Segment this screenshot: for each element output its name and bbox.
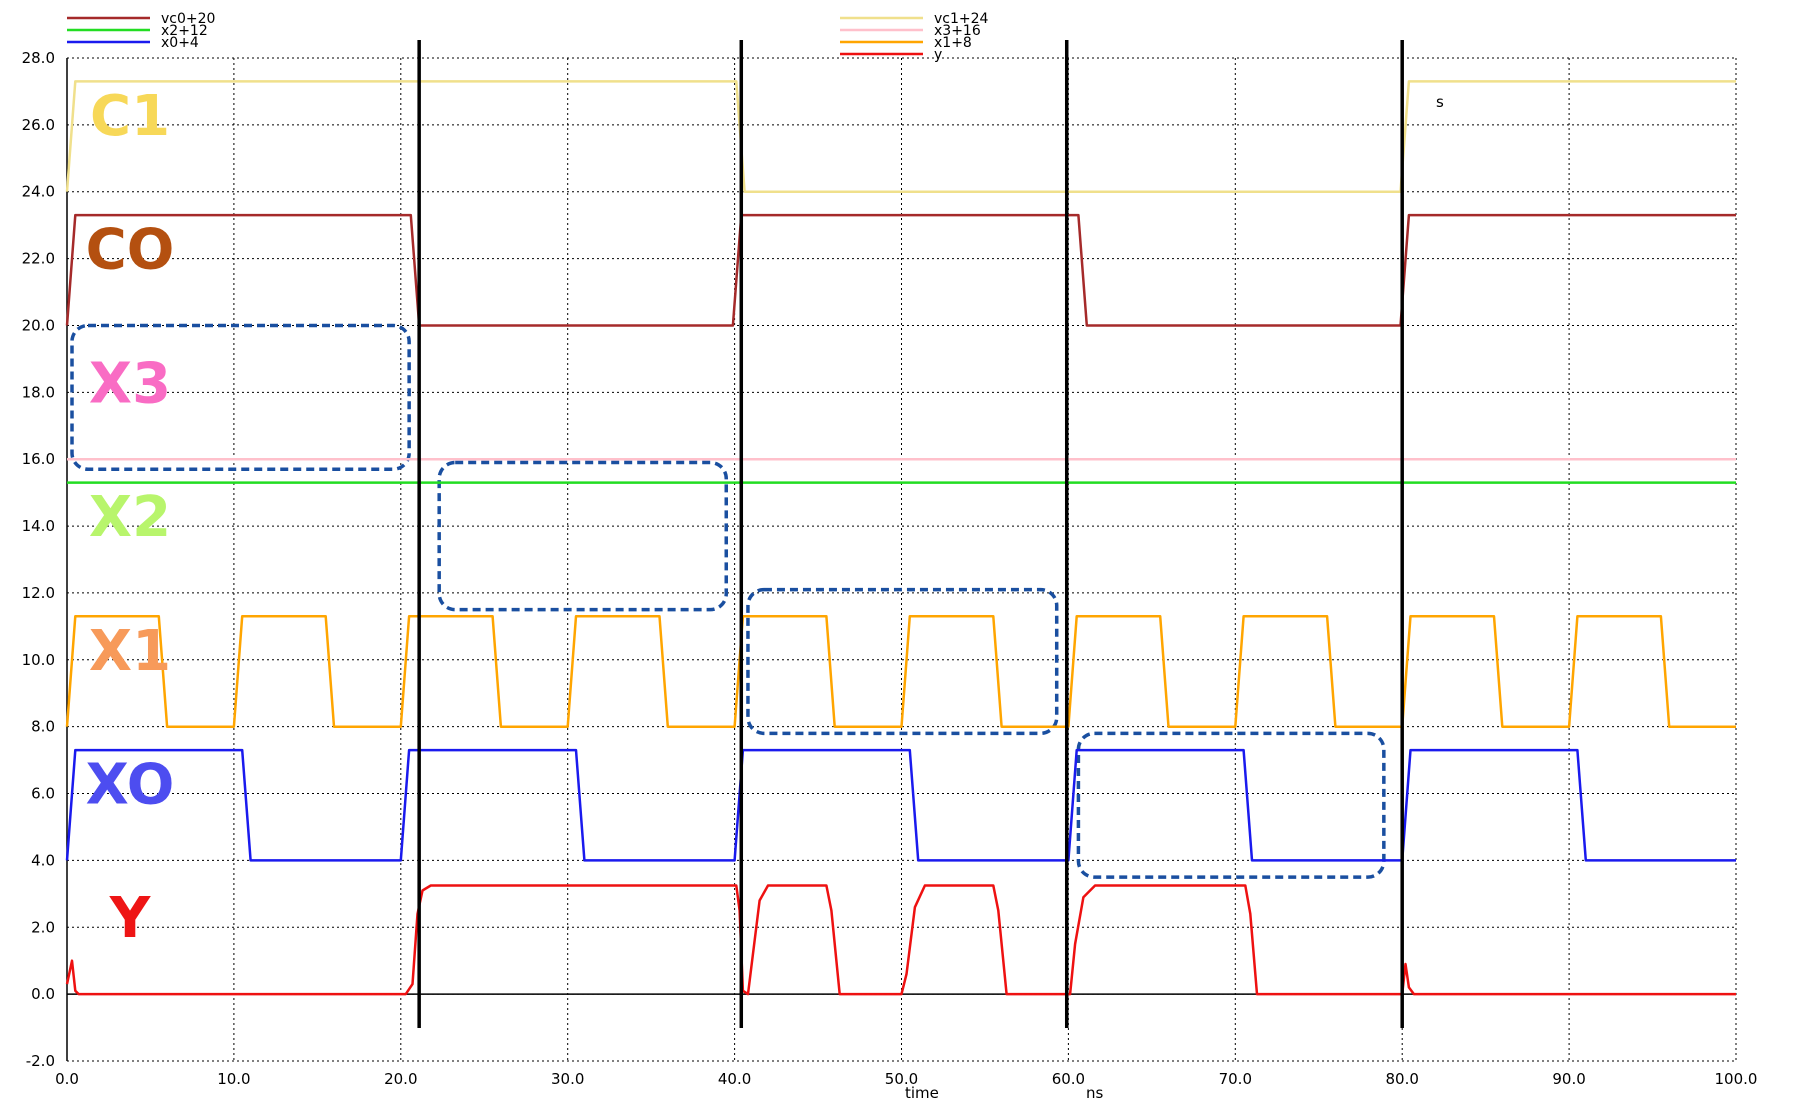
x-tick-label: 10.0 xyxy=(217,1070,250,1088)
legend-label: x1+8 xyxy=(934,35,972,51)
x-tick-label: 40.0 xyxy=(718,1070,751,1088)
y-tick-label: 14.0 xyxy=(22,517,55,535)
x-tick-label: 80.0 xyxy=(1385,1070,1418,1088)
y-tick-label: 6.0 xyxy=(31,785,55,803)
y-tick-label: -2.0 xyxy=(26,1052,55,1070)
legend-label: x3+16 xyxy=(934,23,981,39)
marker-lines xyxy=(417,40,1404,1028)
highlight-box xyxy=(1076,731,1386,879)
series-x1+8 xyxy=(65,615,1736,728)
legend-label: x2+12 xyxy=(161,23,208,39)
x-tick-label: 60.0 xyxy=(1052,1070,1085,1088)
legend-label: vc1+24 xyxy=(934,11,989,27)
x-tick-label: 50.0 xyxy=(885,1070,918,1088)
highlight-boxes xyxy=(70,323,1386,879)
x-tick-label: 100.0 xyxy=(1715,1070,1758,1088)
x-tick-label: 0.0 xyxy=(55,1070,79,1088)
x-axis-title: time xyxy=(905,1084,939,1102)
signal-label: XO xyxy=(86,753,175,818)
signal-label: X1 xyxy=(89,619,171,684)
x-axis-unit: ns xyxy=(1086,1084,1104,1102)
y-tick-label: 2.0 xyxy=(31,918,55,936)
signal-labels: C1 CO X3 X2 X1 XO Y xyxy=(86,84,175,951)
highlight-box xyxy=(746,587,1059,736)
annotation-s: s xyxy=(1436,93,1444,111)
signal-label: X3 xyxy=(89,351,171,416)
y-tick-label: 20.0 xyxy=(22,316,55,334)
signal-label: C1 xyxy=(90,84,170,149)
series-x0+4 xyxy=(65,748,1736,862)
legend-label: vc0+20 xyxy=(161,11,215,27)
y-tick-label: 8.0 xyxy=(31,718,55,736)
x-tick-label: 90.0 xyxy=(1552,1070,1585,1088)
series-vc1+24 xyxy=(65,80,1736,193)
x-tick-labels: 0.0 10.0 20.0 30.0 40.0 50.0 60.0 70.0 80.0 90.0 1… xyxy=(55,1070,1757,1088)
y-tick-label: 18.0 xyxy=(22,383,55,401)
y-tick-label: 26.0 xyxy=(22,116,55,134)
y-tick-label: 4.0 xyxy=(31,851,55,869)
y-tick-label: 12.0 xyxy=(22,584,55,602)
signal-label: Y xyxy=(109,886,152,951)
x-tick-label: 30.0 xyxy=(551,1070,584,1088)
x-tick-label: 70.0 xyxy=(1219,1070,1252,1088)
highlight-box xyxy=(70,323,411,471)
highlight-box xyxy=(437,460,729,612)
x-tick-label: 20.0 xyxy=(384,1070,417,1088)
y-tick-label: 22.0 xyxy=(22,250,55,268)
y-tick-labels: -2.0 0.0 2.0 4.0 6.0 8.0 10.0 12.0 14.0 16.0 18.0 2… xyxy=(22,49,55,1070)
legend-label: y xyxy=(934,47,942,63)
y-tick-label: 10.0 xyxy=(22,651,55,669)
y-tick-label: 0.0 xyxy=(31,985,55,1003)
y-tick-label: 16.0 xyxy=(22,450,55,468)
y-tick-label: 24.0 xyxy=(22,183,55,201)
signal-label: X2 xyxy=(89,485,171,550)
y-tick-label: 28.0 xyxy=(22,49,55,67)
legend-label: x0+4 xyxy=(161,35,199,51)
signal-label: CO xyxy=(86,218,175,283)
